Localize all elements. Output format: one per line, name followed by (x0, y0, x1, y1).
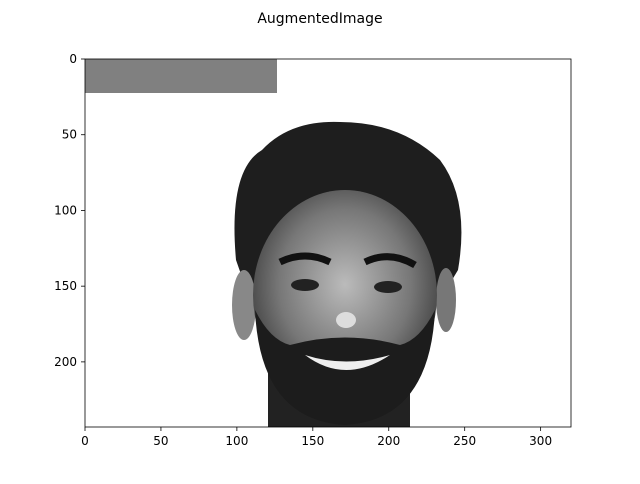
x-tick-label: 0 (81, 434, 89, 448)
ear (436, 268, 456, 332)
y-tick-label: 100 (54, 203, 77, 217)
y-tick-label: 0 (69, 52, 77, 66)
ear (232, 270, 256, 340)
x-tick-label: 100 (225, 434, 248, 448)
y-tick-label: 50 (62, 128, 77, 142)
x-tick-label: 150 (301, 434, 324, 448)
x-tick-label: 200 (377, 434, 400, 448)
y-tick-label: 150 (54, 279, 77, 293)
x-tick-label: 250 (453, 434, 476, 448)
occlusion-patch (85, 59, 277, 93)
plot-frame (84, 58, 572, 428)
y-tick-label: 200 (54, 355, 77, 369)
x-tick-label: 300 (529, 434, 552, 448)
x-tick-label: 50 (153, 434, 168, 448)
image (85, 59, 571, 427)
chart-title: AugmentedImage (257, 11, 382, 27)
